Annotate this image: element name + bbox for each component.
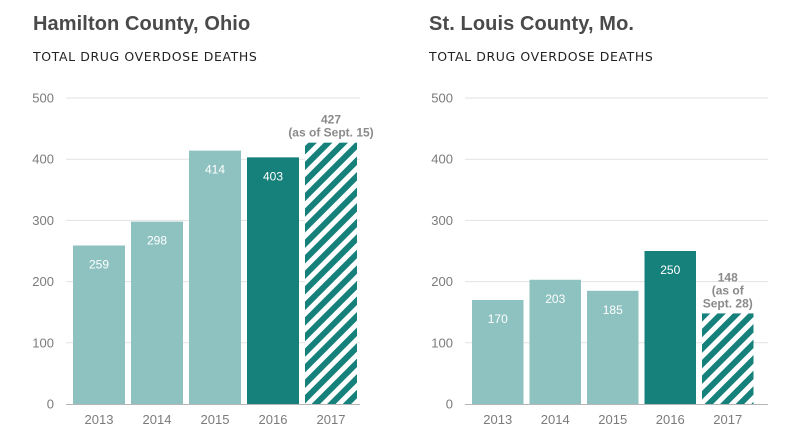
bar-value-label: 259 [89, 257, 109, 271]
y-tick-label: 300 [431, 213, 453, 228]
bar-value-label: 414 [205, 163, 225, 177]
bar-2014 [529, 279, 581, 404]
bar-value-label: 170 [488, 312, 508, 326]
bar-chart-st-louis: 0 100 200 300 400 500 170 2013 203 2014 185 2015 250… [431, 91, 768, 427]
bar-value-label: 203 [545, 292, 565, 306]
chart-panel-st-louis: St. Louis County, Mo. TOTAL DRUG OVERDOS… [393, 0, 786, 441]
bar-chart-hamilton: 0 100 200 300 400 500 259 2013 298 2014 414 2015 403… [32, 91, 373, 428]
x-tick-label: 2016 [259, 412, 288, 427]
bar-value-label: 185 [603, 303, 623, 317]
y-tick-label: 0 [47, 397, 54, 412]
bar-2017 [305, 142, 357, 404]
chart-panel-hamilton: Hamilton County, Ohio TOTAL DRUG OVERDOS… [32, 13, 373, 428]
y-tick-label: 0 [446, 397, 453, 412]
bar-2015 [189, 150, 241, 404]
annotation-label: (as of [712, 283, 745, 297]
bar-2016 [644, 251, 696, 404]
y-tick-label: 500 [431, 91, 453, 106]
bar-2017 [702, 313, 754, 404]
bar-2013 [73, 245, 125, 404]
bar-value-label: 250 [660, 263, 680, 277]
annotation-label: 427 [321, 113, 341, 127]
bar-2016 [247, 157, 299, 404]
bar-value-label: 298 [147, 234, 167, 248]
x-tick-label: 2013 [483, 412, 512, 427]
x-tick-label: 2014 [541, 412, 570, 427]
x-tick-label: 2017 [713, 412, 742, 427]
bar-2015 [587, 290, 639, 404]
y-tick-label: 200 [32, 274, 54, 289]
chart-title: Hamilton County, Ohio [33, 13, 251, 35]
annotation-label: (as of Sept. 15) [288, 126, 373, 140]
y-tick-label: 200 [431, 274, 453, 289]
chart-subtitle: TOTAL DRUG OVERDOSE DEATHS [33, 49, 258, 64]
y-tick-label: 500 [32, 91, 54, 106]
x-tick-label: 2014 [143, 412, 172, 427]
bar-2014 [131, 221, 183, 404]
bar-2013 [472, 299, 524, 404]
y-tick-label: 100 [431, 335, 453, 350]
annotation-label: Sept. 28) [703, 296, 753, 310]
x-tick-label: 2017 [317, 412, 346, 427]
y-tick-label: 400 [32, 152, 54, 167]
x-tick-label: 2015 [201, 412, 230, 427]
chart-title: St. Louis County, Mo. [429, 13, 635, 35]
y-tick-label: 400 [431, 152, 453, 167]
y-tick-label: 300 [32, 213, 54, 228]
bar-value-label: 403 [263, 169, 283, 183]
x-tick-label: 2013 [85, 412, 114, 427]
chart-subtitle: TOTAL DRUG OVERDOSE DEATHS [429, 49, 654, 64]
y-tick-label: 100 [32, 335, 54, 350]
x-tick-label: 2015 [598, 412, 627, 427]
annotation-label: 148 [718, 270, 738, 284]
x-tick-label: 2016 [656, 412, 685, 427]
